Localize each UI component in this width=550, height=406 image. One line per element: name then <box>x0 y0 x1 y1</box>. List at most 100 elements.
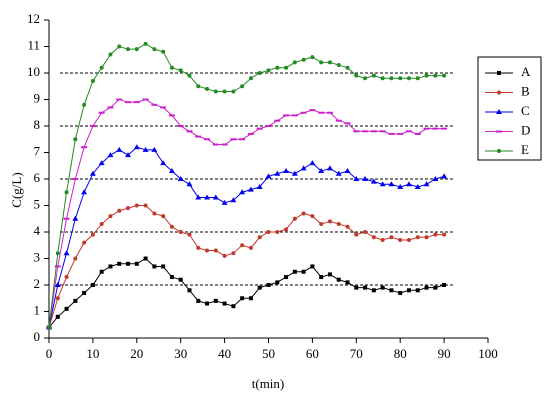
marker <box>397 183 404 189</box>
marker <box>205 248 210 253</box>
marker <box>301 269 306 274</box>
marker <box>424 73 429 78</box>
marker <box>354 285 359 290</box>
marker <box>152 264 157 269</box>
marker <box>116 146 123 152</box>
marker <box>125 152 132 158</box>
marker <box>187 73 192 78</box>
x-tick-label: 10 <box>86 346 99 361</box>
marker <box>256 183 263 189</box>
marker <box>213 248 218 253</box>
marker <box>117 44 122 49</box>
marker <box>178 230 183 234</box>
marker <box>142 146 149 152</box>
marker <box>134 261 139 266</box>
marker <box>55 251 60 256</box>
marker <box>64 306 69 311</box>
marker <box>81 189 88 195</box>
marker <box>389 288 394 293</box>
marker <box>274 170 281 176</box>
marker <box>82 240 87 245</box>
marker <box>126 47 131 52</box>
marker <box>496 109 502 114</box>
marker <box>90 232 95 237</box>
marker <box>240 296 245 301</box>
marker <box>371 73 376 78</box>
marker <box>55 314 60 319</box>
marker <box>161 264 166 269</box>
y-tick-label: 6 <box>34 170 41 185</box>
marker <box>292 60 297 65</box>
marker <box>275 230 280 234</box>
y-tick-label: 1 <box>34 302 41 317</box>
marker <box>117 208 122 213</box>
legend-box <box>477 56 542 161</box>
marker <box>415 76 420 81</box>
marker <box>388 181 395 187</box>
marker <box>300 165 307 171</box>
marker <box>301 57 306 62</box>
marker <box>169 224 174 229</box>
marker <box>257 235 262 240</box>
marker <box>90 78 95 83</box>
marker <box>107 152 114 158</box>
marker <box>497 149 501 153</box>
marker <box>90 283 95 287</box>
marker <box>380 76 385 81</box>
marker <box>195 194 202 200</box>
marker <box>380 237 385 242</box>
marker <box>497 90 501 95</box>
marker <box>363 230 368 234</box>
legend-label: D <box>521 122 530 137</box>
x-tick-label: 60 <box>306 346 319 361</box>
marker <box>240 84 245 89</box>
marker <box>169 65 174 70</box>
marker <box>354 232 359 237</box>
marker <box>380 285 385 290</box>
marker <box>354 73 359 78</box>
marker <box>327 272 332 277</box>
marker <box>248 296 253 301</box>
marker <box>327 60 332 65</box>
marker <box>143 41 148 46</box>
marker <box>187 288 192 293</box>
marker <box>284 275 289 280</box>
marker <box>204 194 211 200</box>
marker <box>415 288 420 293</box>
marker <box>310 264 315 269</box>
marker <box>497 71 501 75</box>
marker <box>319 275 324 280</box>
marker <box>326 165 333 171</box>
y-tick-label: 11 <box>27 37 40 52</box>
marker <box>221 199 228 205</box>
marker <box>406 76 411 81</box>
y-axis-label: C(g/L) <box>9 172 24 207</box>
marker <box>160 160 167 166</box>
marker <box>126 261 131 266</box>
marker <box>275 65 280 70</box>
marker <box>398 290 403 295</box>
marker <box>72 215 79 221</box>
marker <box>108 264 113 269</box>
marker <box>345 65 350 70</box>
marker <box>414 183 421 189</box>
marker <box>134 47 139 52</box>
x-tick-label: 50 <box>262 346 275 361</box>
marker <box>178 277 183 282</box>
x-tick-label: 0 <box>46 346 53 361</box>
marker <box>89 170 96 176</box>
marker <box>310 55 315 60</box>
marker <box>291 170 298 176</box>
marker <box>186 181 193 187</box>
marker <box>424 285 429 290</box>
marker <box>143 256 148 261</box>
marker <box>231 89 236 94</box>
marker <box>319 222 324 227</box>
marker <box>99 269 104 274</box>
marker <box>345 224 350 229</box>
x-tick-label: 90 <box>438 346 451 361</box>
marker <box>240 243 245 248</box>
marker <box>99 222 104 227</box>
marker <box>168 168 175 174</box>
marker <box>353 176 360 181</box>
